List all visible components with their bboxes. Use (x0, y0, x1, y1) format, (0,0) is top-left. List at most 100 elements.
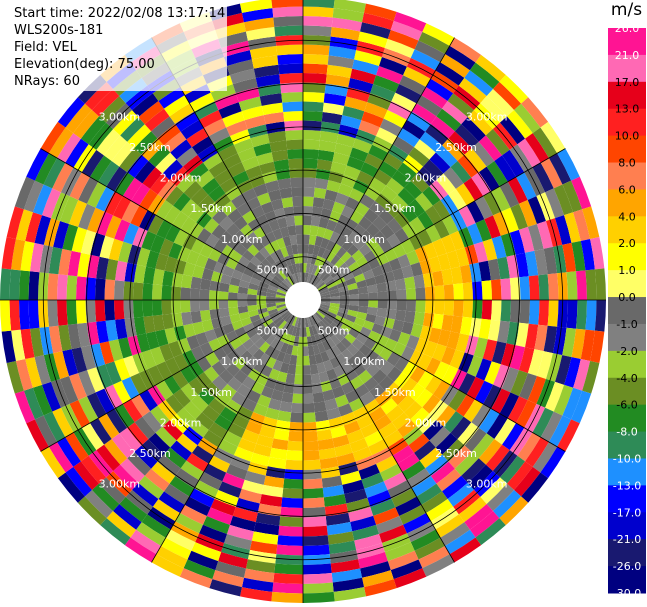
velocity-cell (269, 281, 280, 289)
velocity-cell (180, 504, 207, 525)
velocity-cell (400, 238, 415, 255)
velocity-cell (392, 268, 405, 281)
velocity-cell (78, 396, 99, 423)
velocity-cell (562, 180, 583, 213)
velocity-cell (303, 234, 310, 245)
velocity-cell (246, 261, 258, 272)
velocity-cell (303, 196, 314, 207)
velocity-cell (237, 147, 257, 163)
velocity-cell (346, 343, 359, 356)
velocity-cell (326, 337, 336, 349)
velocity-cell (208, 338, 222, 352)
velocity-cell (294, 273, 300, 283)
velocity-cell (238, 96, 262, 112)
velocity-cell (258, 311, 270, 319)
velocity-cell (316, 226, 327, 238)
velocity-cell (159, 343, 174, 362)
velocity-cell (478, 166, 500, 192)
velocity-cell (62, 223, 79, 251)
velocity-cell (305, 263, 311, 274)
velocity-cell (450, 160, 472, 184)
velocity-cell (310, 254, 318, 265)
velocity-cell (240, 362, 254, 377)
velocity-cell (310, 335, 318, 346)
velocity-cell (253, 403, 269, 417)
velocity-cell (251, 318, 263, 328)
velocity-cell (155, 380, 174, 400)
colorbar-swatch (608, 162, 646, 190)
velocity-cell (377, 291, 388, 300)
velocity-cell (114, 280, 125, 300)
velocity-cell (267, 308, 278, 316)
velocity-cell (430, 70, 459, 94)
velocity-cell (338, 307, 349, 315)
velocity-cell (170, 139, 192, 160)
velocity-cell (211, 224, 227, 240)
velocity-cell (256, 300, 267, 305)
velocity-cell (330, 161, 347, 175)
velocity-cell (41, 381, 61, 412)
velocity-cell (273, 380, 286, 392)
velocity-cell (233, 216, 248, 231)
velocity-cell (519, 276, 530, 300)
velocity-cell (536, 351, 553, 379)
velocity-cell (267, 456, 287, 470)
range-label: 1.00km (343, 233, 385, 246)
velocity-cell (278, 270, 287, 280)
velocity-cell (547, 300, 559, 327)
velocity-cell (351, 249, 364, 262)
colorbar-swatch (608, 323, 646, 352)
velocity-cell (265, 254, 276, 266)
velocity-cell (231, 320, 244, 331)
velocity-cell (483, 384, 502, 409)
velocity-cell (284, 120, 303, 131)
azimuth-line (151, 315, 295, 563)
velocity-cell (360, 162, 379, 178)
velocity-cell (501, 207, 519, 233)
velocity-cell (276, 44, 303, 56)
velocity-cell (11, 238, 26, 271)
velocity-cell (540, 121, 566, 154)
velocity-cell (509, 427, 533, 456)
velocity-cell (397, 254, 411, 269)
velocity-cell (397, 331, 411, 346)
velocity-cell (365, 276, 377, 287)
velocity-cell (141, 439, 164, 462)
velocity-cell (303, 215, 312, 226)
velocity-cell (354, 273, 366, 283)
velocity-cell (276, 303, 286, 309)
velocity-cell (473, 470, 500, 497)
velocity-cell (404, 310, 416, 324)
velocity-cell (303, 336, 308, 347)
velocity-cell (290, 177, 303, 188)
velocity-cell (147, 194, 166, 215)
velocity-cell (276, 351, 286, 363)
velocity-cell (275, 294, 286, 299)
velocity-cell (196, 227, 212, 244)
velocity-cell (6, 361, 24, 394)
velocity-cell (540, 446, 566, 479)
velocity-cell (364, 579, 397, 597)
velocity-cell (543, 246, 558, 275)
velocity-cell (182, 234, 197, 251)
velocity-cell (249, 277, 261, 286)
velocity-cell (76, 300, 87, 324)
velocity-cell (335, 341, 347, 353)
velocity-cell (201, 177, 220, 195)
velocity-cell (566, 271, 578, 300)
velocity-cell (497, 320, 510, 344)
velocity-cell (380, 398, 398, 415)
velocity-cell (266, 292, 277, 298)
velocity-cell (472, 281, 483, 300)
velocity-cell (360, 422, 379, 438)
velocity-cell (266, 302, 277, 308)
velocity-cell (283, 382, 295, 394)
velocity-cell (318, 307, 329, 314)
velocity-cell (335, 235, 348, 248)
velocity-cell (237, 305, 249, 314)
velocity-cell (414, 40, 445, 63)
velocity-cell (190, 394, 209, 413)
velocity-cell (234, 262, 247, 274)
velocity-cell (303, 421, 317, 432)
field-name: Field: VEL (14, 40, 77, 55)
